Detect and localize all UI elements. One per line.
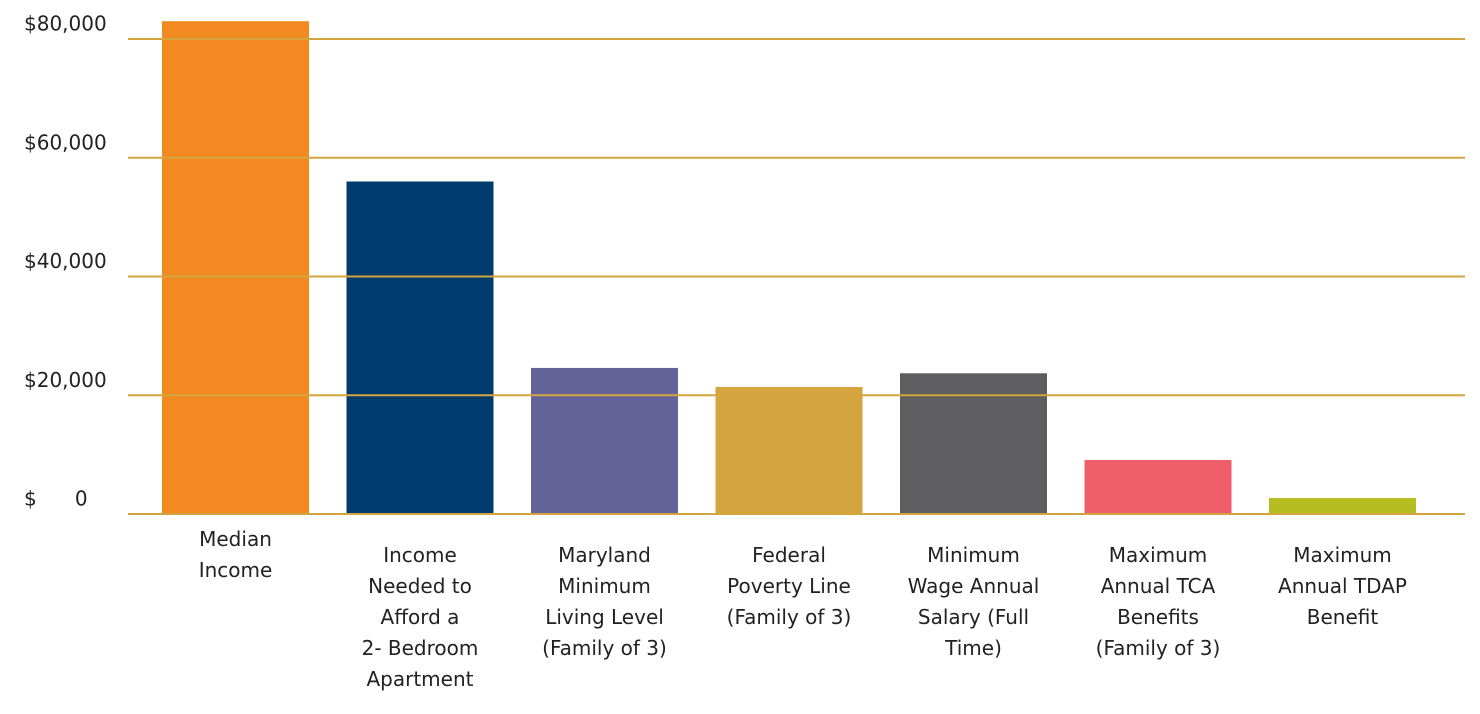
x-tick-label: Minimum Wage Annual Salary (Full Time) [907, 543, 1040, 660]
bar [162, 21, 309, 514]
y-tick-label: $80,000 [24, 12, 107, 36]
y-tick-label: $60,000 [24, 130, 107, 154]
bar [531, 367, 678, 514]
x-tick-label: Maximum Annual TDAP Benefit [1278, 543, 1407, 629]
y-tick-label: $20,000 [24, 368, 107, 392]
x-tick-label: Median Income [198, 527, 273, 582]
y-tick-label: $ 0 [24, 487, 88, 511]
x-tick-label: Income Needed to Afford a 2- Bedroom Apa… [361, 543, 479, 691]
x-tick-label: Federal Poverty Line (Family of 3) [726, 543, 852, 629]
x-tick-label: Maximum Annual TCA Benefits (Family of 3… [1095, 543, 1221, 660]
bar [346, 181, 494, 514]
y-tick-label: $40,000 [24, 249, 107, 273]
bar [900, 373, 1047, 514]
bar [715, 386, 863, 514]
bar [1269, 497, 1416, 514]
bar [1084, 459, 1232, 514]
x-tick-label: Maryland Minimum Living Level (Family of… [542, 543, 667, 660]
